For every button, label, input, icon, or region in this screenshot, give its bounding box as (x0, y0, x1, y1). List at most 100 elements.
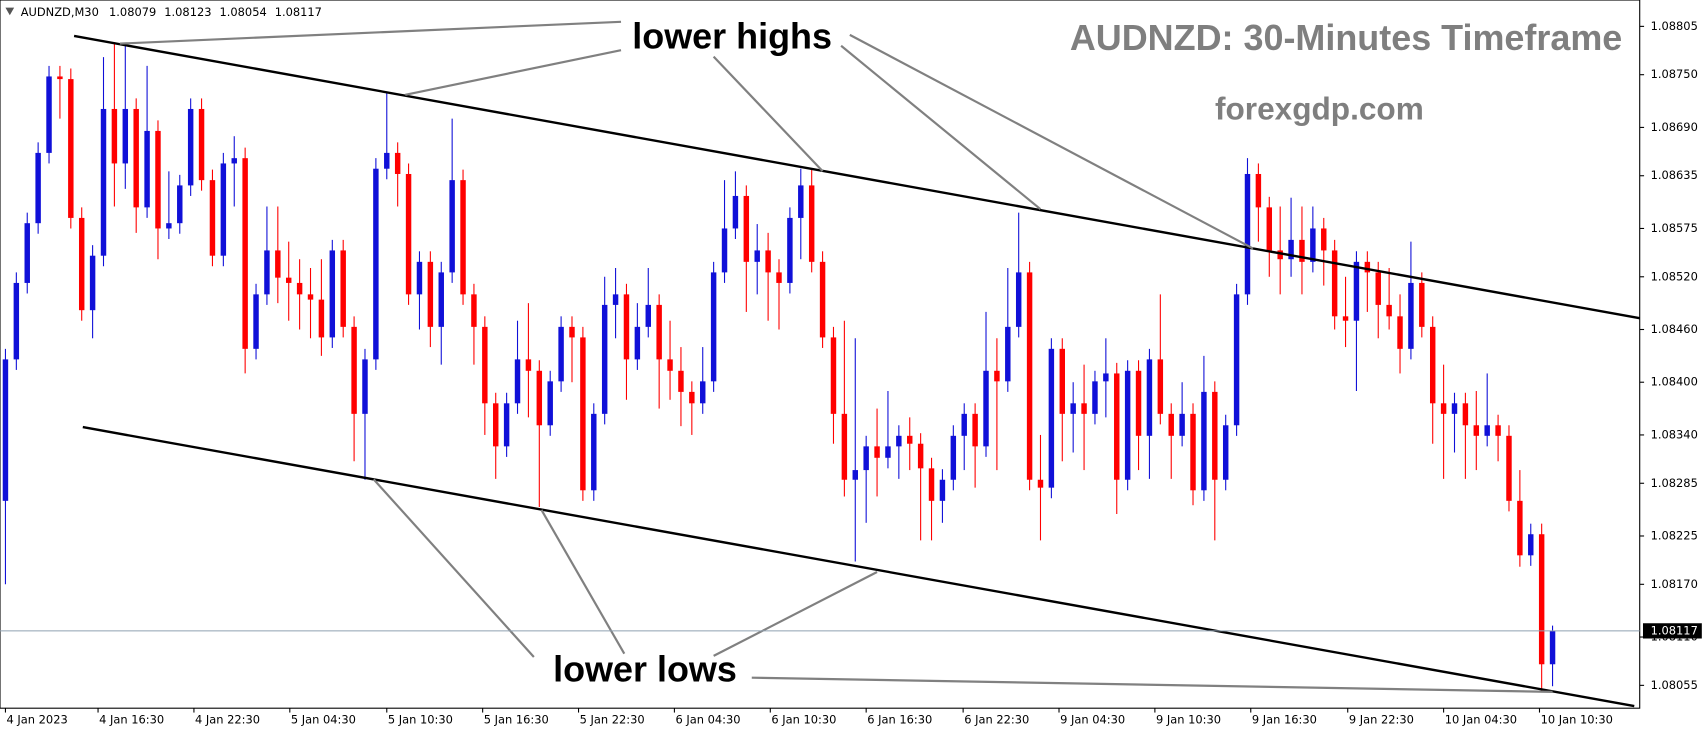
chart-subtitle: forexgdp.com (1215, 90, 1424, 126)
candle-body (558, 326, 564, 382)
candle-body (122, 108, 129, 164)
candle-body (907, 435, 913, 444)
candle-body (1386, 304, 1392, 317)
candle-body (994, 370, 1000, 382)
candle-body (1005, 326, 1011, 382)
candle-body (1419, 282, 1425, 327)
candle-body (1244, 173, 1251, 295)
candle-body (1124, 370, 1131, 480)
candle-body (89, 255, 96, 311)
candle-body (416, 261, 423, 295)
pointer (849, 33, 1254, 250)
candle-body (307, 294, 314, 300)
candle-body (656, 304, 662, 360)
y-tick-label: 1.08460 (1651, 322, 1698, 336)
candle-body (1397, 316, 1403, 349)
candle-body (667, 359, 673, 371)
candle-body (896, 435, 902, 447)
candle-body (275, 250, 281, 278)
candle-body (2, 359, 9, 501)
plot-frame (0, 0, 1641, 709)
pointer (540, 509, 626, 655)
candle-body (1037, 479, 1044, 488)
pointer (712, 55, 824, 172)
candle-body (1081, 403, 1087, 414)
candle-body (961, 413, 967, 436)
candle-body (285, 277, 292, 283)
candle-body (198, 108, 205, 181)
symbol-header: AUDNZD,M30 1.08079 1.08123 1.08054 1.081… (21, 4, 322, 18)
header-high: 1.08123 (164, 4, 211, 18)
candle-body (166, 223, 172, 229)
candle-body (928, 468, 935, 501)
candle-body (710, 272, 717, 382)
current-price-label: 1.08117 (1651, 623, 1698, 637)
annotation: lower lows (553, 649, 737, 690)
candle-body (1299, 239, 1305, 262)
candle-body (1321, 228, 1327, 251)
pointer (119, 20, 622, 45)
candle-body (808, 185, 815, 262)
header-open: 1.08079 (109, 4, 156, 18)
y-tick-label: 1.08400 (1651, 375, 1698, 389)
candle-body (1375, 272, 1381, 305)
candle-body (950, 435, 957, 480)
candle-body (1146, 359, 1153, 436)
candle-body (863, 446, 869, 471)
candle-body (645, 304, 651, 327)
candle-body (1528, 534, 1534, 556)
y-tick-label: 1.08055 (1651, 678, 1698, 692)
candle-body (1288, 239, 1294, 260)
candle-body (1331, 250, 1338, 317)
y-tick-label: 1.08225 (1651, 528, 1698, 542)
candle-body (1233, 294, 1240, 426)
candle-body (68, 79, 74, 218)
candle-body (732, 195, 739, 229)
candle-body (460, 180, 466, 295)
candle-body (1201, 391, 1207, 491)
candle-body (296, 282, 303, 295)
pointer-lines (119, 20, 1553, 693)
candle-body (1277, 250, 1283, 260)
candle-body (220, 163, 227, 256)
candle-body (700, 381, 706, 404)
x-tick-label: 4 Jan 22:30 (195, 713, 260, 727)
candle-body (1506, 435, 1512, 501)
candle-body (1135, 370, 1142, 436)
candle-body (384, 152, 390, 169)
candle-body (111, 108, 118, 164)
candle-body (1103, 373, 1109, 382)
candle-body (427, 261, 434, 327)
candle-body (787, 217, 793, 283)
candle-body (1342, 316, 1349, 321)
candle-body (1451, 403, 1458, 414)
candle-body (1222, 425, 1229, 480)
candle-body (231, 158, 237, 164)
candle-body (1168, 413, 1174, 436)
x-tick-label: 10 Jan 04:30 (1445, 713, 1517, 727)
candle-body (209, 180, 216, 256)
x-tick-label: 5 Jan 10:30 (388, 713, 453, 727)
candle-body (373, 168, 379, 360)
candle-body (503, 403, 510, 447)
candle-body (242, 158, 248, 349)
candle-body (841, 413, 848, 480)
candle-body (983, 370, 989, 447)
candle-body (13, 282, 20, 360)
candle-body (721, 228, 728, 273)
candle-body (1440, 403, 1447, 414)
candle-body (133, 108, 139, 208)
candles (2, 43, 1556, 692)
candle-body (536, 370, 543, 426)
x-tick-label: 9 Jan 04:30 (1060, 713, 1125, 727)
candle-body (1408, 282, 1414, 349)
candle-body (362, 359, 368, 414)
candle-body (1310, 228, 1316, 262)
y-tick-label: 1.08340 (1651, 427, 1698, 441)
candle-body (634, 326, 641, 360)
x-tick-label: 6 Jan 22:30 (964, 713, 1029, 727)
candle-body (471, 294, 477, 327)
candle-body (1473, 425, 1480, 436)
y-tick-label: 1.08690 (1651, 120, 1698, 134)
candle-body (939, 479, 946, 501)
